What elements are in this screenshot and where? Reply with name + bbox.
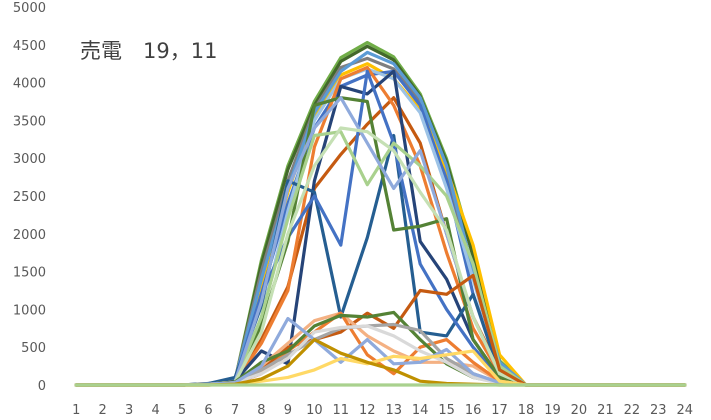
x-tick-label: 24 [676, 403, 693, 418]
series-line-7 [74, 67, 687, 387]
y-axis-ticks: 0 500 1000 1500 2000 2500 3000 3500 4000 4500 5000 [13, 1, 46, 394]
x-tick-label: 10 [306, 403, 323, 418]
series-line-12 [74, 69, 687, 387]
x-tick-label: 18 [518, 403, 535, 418]
y-tick-label: 0 [38, 379, 46, 394]
x-tick-label: 1 [72, 403, 80, 418]
y-tick-label: 500 [21, 341, 46, 356]
x-tick-label: 22 [624, 403, 641, 418]
x-tick-label: 9 [284, 403, 292, 418]
x-tick-label: 16 [465, 403, 482, 418]
x-tick-label: 8 [257, 403, 265, 418]
series-line-9 [74, 65, 687, 387]
x-tick-label: 19 [544, 403, 561, 418]
x-tick-label: 2 [99, 403, 107, 418]
series-line-2 [74, 44, 687, 387]
y-tick-label: 5000 [13, 1, 46, 16]
y-tick-label: 3000 [13, 152, 46, 167]
x-tick-label: 15 [438, 403, 455, 418]
series-line-24 [74, 349, 687, 387]
x-tick-label: 23 [650, 403, 667, 418]
y-tick-label: 1000 [13, 303, 46, 318]
series-lines [74, 40, 687, 387]
x-tick-label: 6 [204, 403, 212, 418]
y-tick-label: 3500 [13, 114, 46, 129]
x-tick-label: 14 [412, 403, 429, 418]
x-tick-label: 4 [151, 403, 159, 418]
x-tick-label: 3 [125, 403, 133, 418]
series-line-23 [74, 316, 687, 387]
series-line-21 [74, 322, 687, 387]
x-tick-label: 7 [231, 403, 239, 418]
y-tick-label: 2000 [13, 228, 46, 243]
y-tick-label: 4000 [13, 77, 46, 92]
y-tick-label: 2500 [13, 190, 46, 205]
series-line-5 [74, 50, 687, 387]
x-tick-label: 11 [333, 403, 350, 418]
x-axis-ticks: 1 2 3 4 5 6 7 8 9 10 11 12 13 14 15 16 17 18 19 20 21 22 23 24 [72, 403, 693, 418]
chart-title: 売電 19，11 [80, 39, 217, 63]
series-line-20 [74, 310, 687, 387]
y-tick-label: 1500 [13, 266, 46, 281]
series-line-1 [74, 40, 687, 387]
x-tick-label: 13 [385, 403, 402, 418]
x-tick-label: 20 [571, 403, 588, 418]
series-line-22 [74, 324, 687, 387]
y-tick-label: 4500 [13, 39, 46, 54]
series-line-10 [74, 69, 687, 387]
x-tick-label: 21 [597, 403, 614, 418]
x-tick-label: 5 [178, 403, 186, 418]
series-line-6 [74, 69, 687, 387]
x-tick-label: 17 [491, 403, 508, 418]
x-tick-label: 12 [359, 403, 376, 418]
